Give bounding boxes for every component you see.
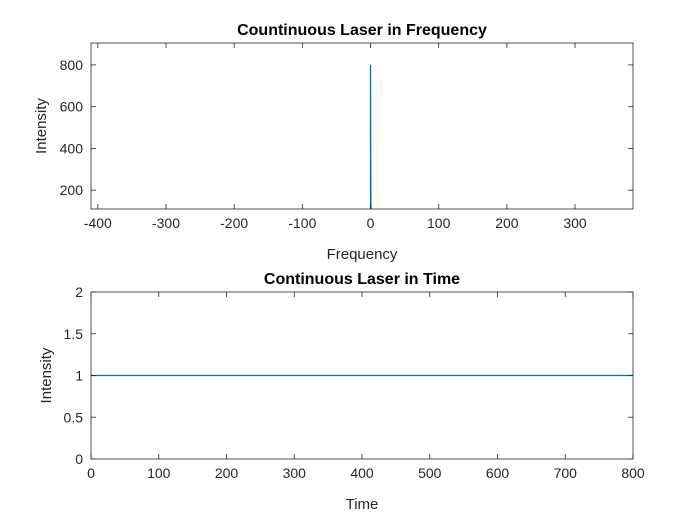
- x-tick-label: -200: [220, 215, 248, 231]
- x-tick-label: 800: [621, 465, 645, 481]
- chart-title: Continuous Laser in Time: [264, 271, 460, 288]
- x-tick-label: 300: [283, 465, 307, 481]
- x-tick-label: 100: [427, 215, 451, 231]
- x-tick-label: 200: [215, 465, 239, 481]
- x-axis-label: Time: [346, 496, 379, 513]
- y-tick-label: 1: [75, 368, 83, 384]
- x-tick-label: 0: [367, 215, 375, 231]
- y-tick-label: 1.5: [64, 326, 84, 342]
- x-tick-label: 400: [350, 465, 374, 481]
- y-tick-label: 2: [75, 284, 83, 300]
- x-tick-label: 500: [418, 465, 442, 481]
- series-line-0: [369, 64, 372, 209]
- y-axis-label: Intensity: [33, 98, 50, 154]
- y-tick-label: 400: [60, 140, 84, 156]
- y-tick-label: 600: [60, 99, 84, 115]
- x-tick-label: 300: [563, 215, 587, 231]
- axes-box: [90, 42, 634, 210]
- x-tick-label: 100: [147, 465, 171, 481]
- frequency-chart: Countinuous Laser in Frequency -400 -300 -2…: [33, 22, 634, 263]
- x-tick-label: -300: [152, 215, 180, 231]
- y-tick-label: 0: [75, 451, 83, 467]
- x-tick-label: 200: [495, 215, 519, 231]
- chart-title: Countinuous Laser in Frequency: [237, 22, 487, 39]
- y-tick-label: 800: [60, 57, 84, 73]
- x-tick-label: 0: [87, 465, 95, 481]
- x-tick-label: 600: [486, 465, 510, 481]
- x-axis-label: Frequency: [327, 246, 398, 263]
- plot-area: [91, 43, 633, 209]
- y-tick-label: 200: [60, 182, 84, 198]
- x-tick-label: -100: [288, 215, 316, 231]
- x-tick-label: -400: [84, 215, 112, 231]
- y-tick-label: 0.5: [64, 409, 84, 425]
- y-axis-label: Intensity: [38, 347, 55, 403]
- time-chart: Continuous Laser in Time 0 100 200 300 400 500…: [38, 271, 645, 513]
- x-tick-label: 700: [554, 465, 578, 481]
